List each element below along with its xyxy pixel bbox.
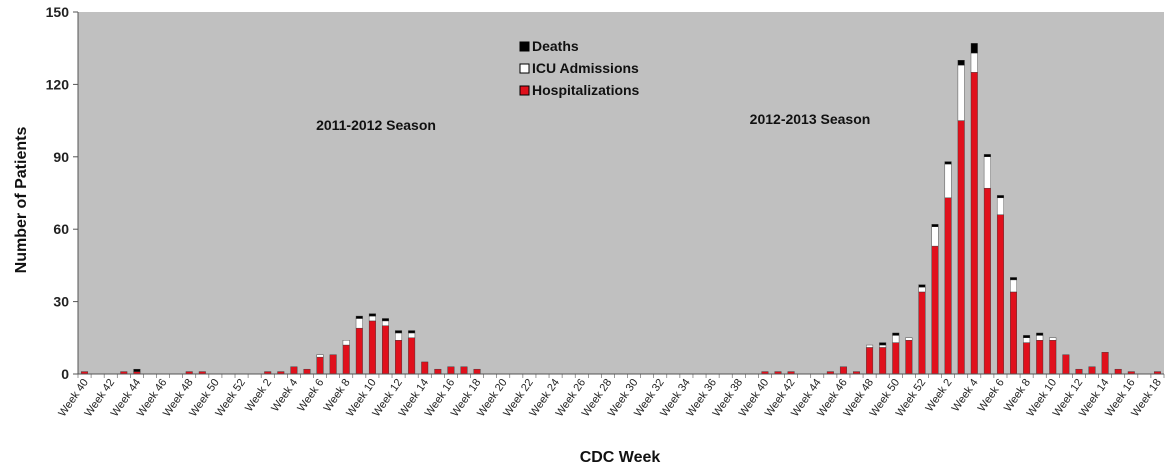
bar-deaths [1036,332,1044,336]
bar-icu-admissions [996,197,1004,215]
bar-icu-admissions [355,318,363,329]
plot-area [78,12,1164,374]
bar-deaths [879,342,887,346]
bar-icu-admissions [342,340,350,346]
y-tick-label: 120 [46,76,70,92]
bar-icu-admissions [1036,335,1044,341]
bar-hospitalizations [957,120,965,375]
bar-deaths [892,332,900,336]
bar-icu-admissions [1049,337,1057,341]
bar-deaths [944,161,952,165]
bar-hospitalizations [1101,352,1109,375]
bar-hospitalizations [866,347,874,375]
bar-hospitalizations [408,337,416,375]
bar-icu-admissions [879,344,887,348]
x-axis-title: CDC Week [580,449,661,466]
bar-hospitalizations [355,327,363,375]
bar-hospitalizations [460,366,468,375]
bar-hospitalizations [473,368,481,375]
bar-deaths [931,224,939,227]
bar-icu-admissions [892,335,900,343]
bar-deaths [957,60,965,66]
bar-icu-admissions [1010,279,1018,293]
bar-hospitalizations [303,368,311,375]
bar-hospitalizations [1036,340,1044,375]
bar-hospitalizations [996,214,1004,375]
bar-deaths [382,318,389,322]
legend: Deaths ICU Admissions Hospitalizations [519,38,640,98]
bar-hospitalizations [316,356,324,375]
bar-icu-admissions [957,64,965,121]
bar-hospitalizations [1114,368,1122,375]
legend-label-icu: ICU Admissions [532,60,639,76]
bar-hospitalizations [1062,354,1070,375]
bar-deaths [1023,335,1031,338]
y-ticks-group: 0 30 60 90 120 150 [46,4,78,382]
bar-hospitalizations [931,245,939,375]
legend-swatch-icu [519,63,530,74]
bar-deaths [996,195,1004,199]
bar-hospitalizations [1088,366,1096,375]
bar-deaths [355,315,363,319]
legend-label-deaths: Deaths [532,38,579,54]
bar-deaths [408,330,416,334]
bar-icu-admissions [905,337,913,341]
bar-hospitalizations [342,344,350,375]
bar-hospitalizations [944,197,952,375]
y-tick-label: 30 [53,294,69,310]
season-annotation-2012: 2012-2013 Season [750,111,871,127]
bar-deaths [918,284,926,288]
bar-icu-admissions [395,332,403,341]
bar-icu-admissions [866,344,874,348]
y-axis-title: Number of Patients [13,127,30,274]
bar-hospitalizations [918,291,926,375]
bar-icu-admissions [970,52,978,73]
y-tick-label: 150 [46,4,70,20]
bar-hospitalizations [434,368,442,375]
bar-hospitalizations [1075,368,1083,375]
bar-icu-admissions [944,163,952,199]
bar-icu-admissions [382,320,389,326]
bar-icu-admissions [918,286,926,293]
bar-hospitalizations [421,361,429,375]
bar-icu-admissions [408,332,416,338]
bar-icu-admissions [368,315,376,322]
bar-deaths [970,43,978,54]
bar-hospitalizations [905,340,913,375]
y-tick-label: 0 [61,366,69,382]
bar-hospitalizations [447,366,455,375]
bar-hospitalizations [1023,342,1031,375]
bar-deaths [395,330,403,334]
bar-icu-admissions [983,156,991,189]
bar-hospitalizations [290,366,298,375]
bar-hospitalizations [395,340,403,375]
bar-icu-admissions [316,354,324,358]
legend-swatch-hospitalizations [519,85,530,96]
bar-hospitalizations [368,320,376,375]
bar-deaths [983,154,991,158]
y-tick-label: 90 [53,149,69,165]
bar-deaths [133,368,141,372]
bar-hospitalizations [970,72,978,375]
bar-hospitalizations [983,187,991,375]
bar-hospitalizations [879,347,887,375]
bar-hospitalizations [1010,291,1018,375]
bar-hospitalizations [839,366,847,375]
bar-hospitalizations [892,342,900,375]
legend-label-hospitalizations: Hospitalizations [532,82,640,98]
bar-hospitalizations [382,325,389,375]
bar-hospitalizations [1049,340,1057,375]
y-tick-label: 60 [53,221,69,237]
bar-icu-admissions [931,226,939,247]
bar-deaths [1010,277,1018,281]
bar-icu-admissions [1023,337,1031,343]
season-annotation-2011: 2011-2012 Season [316,117,436,133]
bar-deaths [368,313,376,317]
bar-hospitalizations [329,354,337,375]
legend-swatch-deaths [519,41,530,52]
